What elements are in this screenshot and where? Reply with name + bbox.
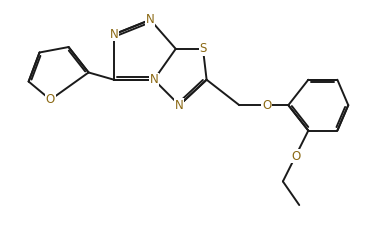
Text: N: N	[175, 99, 184, 112]
Text: N: N	[150, 73, 158, 86]
Text: N: N	[146, 13, 155, 26]
Text: O: O	[46, 93, 55, 106]
Text: O: O	[291, 149, 300, 163]
Text: S: S	[199, 42, 207, 55]
Text: N: N	[109, 28, 118, 41]
Text: O: O	[262, 99, 271, 112]
